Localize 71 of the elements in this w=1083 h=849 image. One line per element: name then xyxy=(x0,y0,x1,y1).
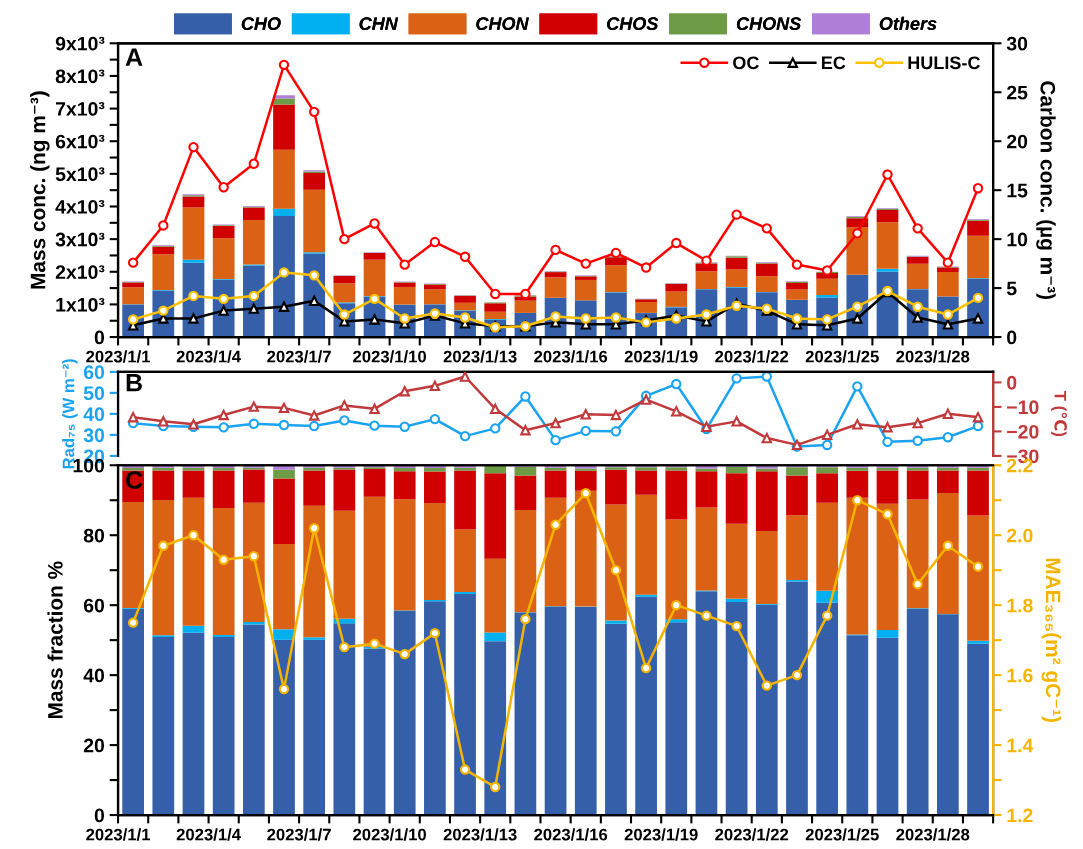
y2-tick-label: −10 xyxy=(1007,400,1039,415)
y-tick-label: 1x10³ xyxy=(56,297,105,312)
y2-axis-title: T (℃) xyxy=(1051,391,1068,437)
legend-label: CHN xyxy=(359,17,399,31)
y2-tick-label: 2.0 xyxy=(1006,528,1033,543)
annotation: A xyxy=(125,48,143,66)
y2-tick-label: 1.4 xyxy=(1007,738,1034,753)
legend-label: CHONS xyxy=(736,17,802,31)
x-tick-label: 2023/1/25 xyxy=(805,350,879,363)
legend-label: EC xyxy=(821,56,846,70)
y-tick-label: 60 xyxy=(83,365,105,380)
y-tick-label: 8x10³ xyxy=(55,69,105,84)
x-tick-label: 2023/1/1 xyxy=(86,828,151,841)
y-tick-label: 7x10³ xyxy=(55,102,105,116)
x-tick-label: 2023/1/7 xyxy=(267,350,331,363)
legend-label: CHOS xyxy=(607,17,659,31)
x-tick-label: 2023/1/28 xyxy=(896,828,970,841)
x-tick-label: 2023/1/22 xyxy=(715,828,789,841)
y-tick-label: 20 xyxy=(83,738,105,753)
y-tick-label: 4x10³ xyxy=(55,199,105,214)
y2-tick-label: 15 xyxy=(1007,183,1028,198)
y2-tick-label: 25 xyxy=(1006,85,1028,100)
legend-label: HULIS-C xyxy=(908,56,980,70)
y-tick-label: 40 xyxy=(83,407,105,422)
legend-label: OC xyxy=(733,56,759,70)
y-tick-label: 30 xyxy=(83,428,105,443)
y-tick-label: 50 xyxy=(83,386,105,401)
y-axis-title: Mass conc. (ng m⁻³) xyxy=(30,91,50,289)
y-tick-label: 2x10³ xyxy=(55,265,105,280)
legend-label: CHON xyxy=(476,17,529,31)
x-tick-label: 2023/1/28 xyxy=(896,350,970,363)
y2-axis-title: Carbon conc. (µg m⁻³) xyxy=(1036,81,1056,300)
y2-tick-label: 10 xyxy=(1007,232,1028,247)
x-tick-label: 2023/1/4 xyxy=(176,350,241,363)
y2-tick-label: 0 xyxy=(1007,375,1017,390)
y2-tick-label: 20 xyxy=(1006,134,1028,149)
legend-label: CHO xyxy=(241,17,281,31)
y-tick-label: 9x10³ xyxy=(55,36,105,51)
x-tick-label: 2023/1/22 xyxy=(715,350,789,363)
y-tick-label: 6x10³ xyxy=(55,134,105,149)
annotation: C xyxy=(126,471,143,489)
y2-tick-label: −20 xyxy=(1007,424,1039,439)
annotation: B xyxy=(126,374,142,392)
x-tick-label: 2023/1/7 xyxy=(267,828,331,841)
legend-label: Others xyxy=(879,16,937,31)
x-tick-label: 2023/1/1 xyxy=(86,350,151,363)
y-axis-title: Mass fraction % xyxy=(47,561,63,719)
y2-tick-label: 1.2 xyxy=(1007,808,1033,823)
y2-tick-label: 1.6 xyxy=(1007,668,1033,683)
y-tick-label: 80 xyxy=(83,528,105,543)
x-tick-label: 2023/1/19 xyxy=(624,350,698,363)
x-tick-label: 2023/1/10 xyxy=(353,828,427,841)
y2-tick-label: 0 xyxy=(1007,330,1017,345)
y-tick-label: 0 xyxy=(94,330,105,345)
y2-tick-label: 5 xyxy=(1006,281,1017,296)
y-tick-label: 60 xyxy=(83,598,105,613)
x-tick-label: 2023/1/13 xyxy=(443,350,517,363)
y2-tick-label: 1.8 xyxy=(1007,598,1033,613)
y2-tick-label: 30 xyxy=(1006,36,1028,51)
y-tick-label: 40 xyxy=(83,668,105,683)
y-tick-label: 0 xyxy=(94,808,105,823)
y2-axis-title: MAE₃₆₅(m² gC⁻¹) xyxy=(1041,558,1062,722)
x-tick-label: 2023/1/25 xyxy=(805,828,879,841)
x-tick-label: 2023/1/16 xyxy=(534,350,608,363)
x-tick-label: 2023/1/16 xyxy=(534,828,608,841)
x-tick-label: 2023/1/4 xyxy=(176,828,241,841)
y-tick-label: 5x10³ xyxy=(55,167,105,182)
x-tick-label: 2023/1/13 xyxy=(443,828,517,841)
x-tick-label: 2023/1/10 xyxy=(353,350,427,363)
x-tick-label: 2023/1/19 xyxy=(624,828,698,841)
y-tick-label: 3x10³ xyxy=(55,232,105,247)
